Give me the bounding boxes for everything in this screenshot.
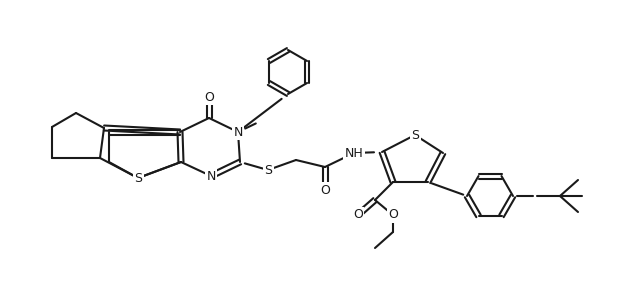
Text: N: N	[234, 125, 243, 139]
Text: N: N	[206, 169, 216, 183]
Text: S: S	[411, 128, 419, 141]
Text: NH: NH	[344, 147, 364, 160]
Text: O: O	[353, 209, 363, 221]
Text: O: O	[388, 209, 398, 221]
Text: O: O	[320, 184, 330, 197]
Text: S: S	[134, 172, 142, 184]
Text: O: O	[204, 91, 214, 103]
Text: S: S	[264, 164, 272, 176]
